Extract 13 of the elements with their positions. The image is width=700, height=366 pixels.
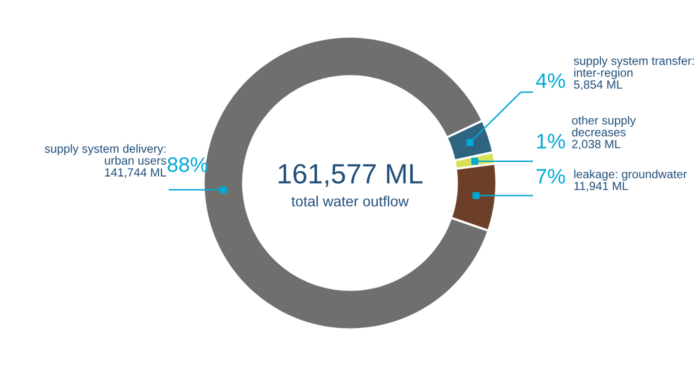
data-label: 5,854 ML	[574, 80, 622, 90]
slice-label: supply system transfer: inter-region	[574, 56, 694, 80]
slice-label: supply system delivery: urban users	[44, 144, 166, 165]
text: 7%	[536, 169, 565, 184]
text: 1%	[537, 134, 565, 148]
text: 4%	[536, 73, 565, 88]
text: 161,577 ML	[278, 164, 422, 187]
data-label: 11,941 ML	[574, 182, 628, 192]
data-label: 2,038 ML	[572, 140, 620, 150]
slice-label: leakage: groundwater	[574, 170, 687, 181]
slice-label: other supply decreases	[572, 116, 636, 136]
data-label: 141,744 ML	[105, 168, 166, 178]
text: total water outflow	[291, 196, 409, 206]
